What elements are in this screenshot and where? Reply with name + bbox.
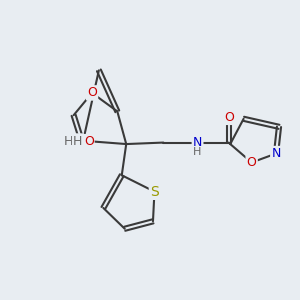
- Text: O: O: [224, 111, 234, 124]
- Text: H: H: [194, 147, 202, 157]
- Text: O: O: [247, 156, 256, 169]
- Text: H: H: [73, 135, 82, 148]
- Text: HO: HO: [64, 135, 83, 148]
- Text: O: O: [84, 135, 94, 148]
- Text: S: S: [150, 184, 159, 199]
- Text: N: N: [271, 147, 281, 160]
- Text: N: N: [193, 136, 202, 149]
- Text: O: O: [87, 86, 97, 99]
